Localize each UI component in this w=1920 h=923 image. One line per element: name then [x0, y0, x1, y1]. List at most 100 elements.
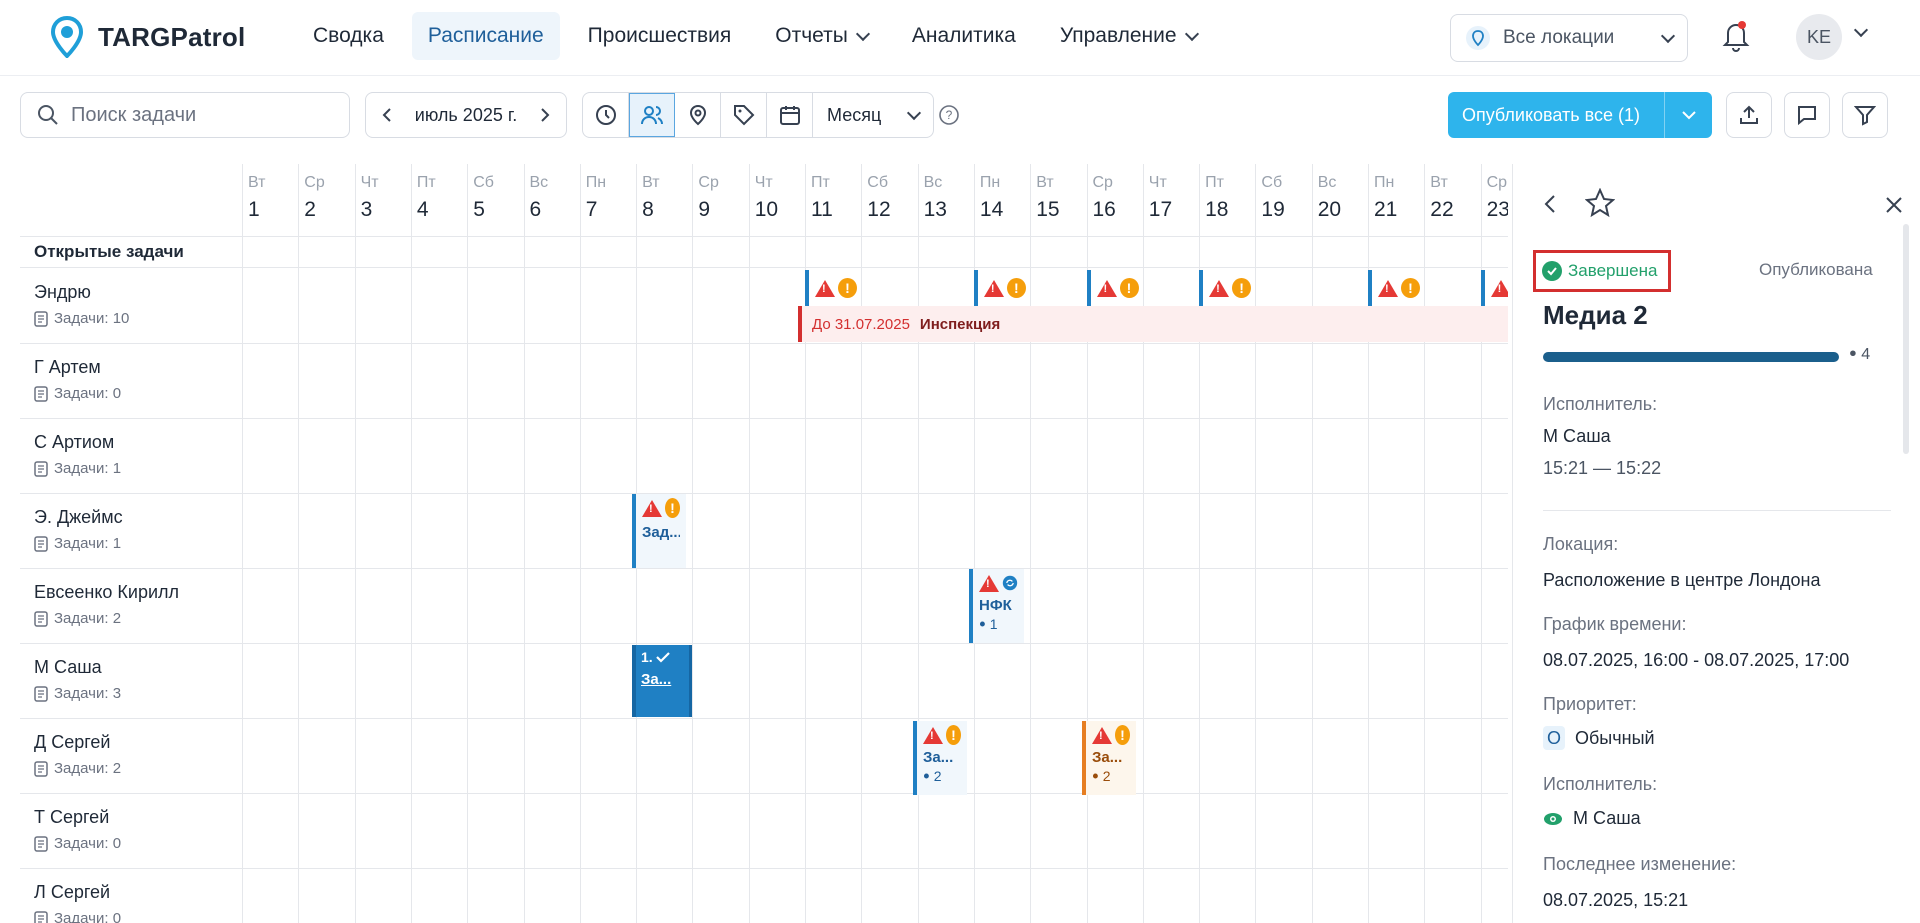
day-column-header: Вс 20 [1312, 164, 1368, 236]
event-marker[interactable]: ! [1480, 270, 1508, 306]
day-number: 13 [923, 198, 947, 221]
location-value: Расположение в центре Лондона [1543, 570, 1821, 590]
event-marker[interactable]: ! [1086, 270, 1139, 306]
employee-name[interactable]: Эндрю [34, 282, 91, 302]
filter-button[interactable] [1842, 92, 1888, 138]
employee-name[interactable]: Т Сергей [34, 807, 110, 827]
chevron-down-icon[interactable] [1853, 22, 1869, 38]
exclamation-icon: ! [1401, 278, 1420, 298]
priority-value: Обычный [1575, 727, 1655, 748]
people-view-button[interactable] [629, 93, 675, 137]
task-title: За... [923, 749, 954, 766]
employee-name[interactable]: С Артиом [34, 432, 115, 452]
chevron-down-icon [1184, 26, 1199, 41]
chevron-down-icon [1660, 28, 1676, 43]
chevron-left-icon[interactable] [382, 108, 392, 122]
export-button[interactable] [1726, 92, 1772, 138]
warning-icon [1092, 726, 1112, 744]
month-selector[interactable]: июль 2025 г. [365, 92, 567, 138]
grid-column-line [861, 164, 863, 923]
nav-analytics[interactable]: Аналитика [896, 12, 1032, 60]
publish-menu-button[interactable] [1664, 92, 1712, 138]
publish-all-button[interactable]: Опубликовать все (1) [1448, 92, 1712, 138]
task-count: ꔷ 2 [1092, 768, 1111, 784]
warning-icon [923, 726, 943, 744]
employee-name[interactable]: М Саша [34, 657, 102, 677]
star-icon[interactable] [1585, 188, 1615, 218]
event-marker[interactable]: ! [805, 270, 857, 306]
task-count-value: 2 [1102, 768, 1111, 784]
employee-name[interactable]: Л Сергей [34, 882, 111, 902]
nav-schedule[interactable]: Расписание [411, 12, 560, 60]
employee-name[interactable]: Евсеенко Кирилл [34, 582, 180, 602]
assignee-value: М Саша [1543, 426, 1611, 446]
employee-name[interactable]: Г Артем [34, 357, 101, 377]
grid-column-line [917, 164, 919, 923]
day-column-header: Вс 13 [918, 164, 974, 236]
avatar[interactable]: KE [1796, 14, 1842, 60]
event-marker[interactable]: ! [1199, 270, 1252, 306]
priority-badge: O [1543, 726, 1565, 750]
back-icon[interactable] [1543, 194, 1557, 214]
view-mode-select[interactable]: Месяц [813, 93, 933, 137]
exclamation-icon: ! [838, 278, 857, 298]
priority-label: Приоритет: [1543, 694, 1637, 714]
day-of-week: Ср [698, 174, 719, 191]
progress-count-value: 4 [1861, 346, 1871, 363]
logo-pin-icon [50, 16, 84, 58]
comments-button[interactable] [1784, 92, 1830, 138]
task-count-text: Задачи: 3 [54, 685, 122, 702]
warning-icon [979, 574, 999, 592]
tag-view-button[interactable] [721, 93, 767, 137]
grid-column-line [1199, 164, 1201, 923]
task-card-james[interactable]: ! Зад... [632, 494, 686, 568]
nav-incidents[interactable]: Происшествия [572, 12, 748, 60]
grid-column-line [973, 164, 975, 923]
close-icon[interactable] [1885, 196, 1903, 214]
progress-bar [1543, 352, 1839, 362]
app-logo[interactable]: TARGPatrol [50, 16, 245, 58]
task-number: 1. [641, 649, 653, 665]
top-navbar: TARGPatrol Сводка Расписание Происшестви… [0, 0, 1920, 76]
toolbar: Поиск задачи июль 2025 г. Месяц ? Опубли… [0, 76, 1920, 156]
grid-column-line [242, 164, 243, 923]
exclamation-icon: ! [1232, 278, 1252, 298]
task-card-sasha[interactable]: 1. За... [632, 645, 686, 717]
chevron-right-icon[interactable] [540, 108, 550, 122]
employee-name[interactable]: Д Сергей [34, 732, 111, 752]
day-of-week: Сб [473, 174, 494, 191]
location-select[interactable]: Все локации [1450, 14, 1688, 62]
time-view-button[interactable] [583, 93, 629, 137]
task-card-sergey-16[interactable]: ! За... ꔷ 2 [1082, 721, 1136, 795]
nav-summary[interactable]: Сводка [297, 12, 400, 60]
day-of-week: Пн [979, 174, 1001, 191]
exclamation-icon: ! [1119, 278, 1139, 298]
day-of-week: Вс [529, 174, 549, 191]
notifications-button[interactable] [1722, 20, 1750, 57]
task-count: ꔷ 2 [923, 768, 942, 784]
location-view-button[interactable] [675, 93, 721, 137]
inspection-bar[interactable]: До 31.07.2025 Инспекция [798, 306, 1508, 342]
bell-icon [1722, 21, 1750, 52]
calendar-view-button[interactable] [767, 93, 813, 137]
help-icon[interactable]: ? [938, 104, 960, 126]
event-marker[interactable]: ! [1368, 270, 1420, 306]
scrollbar[interactable] [1903, 224, 1909, 454]
progress-count: ꔷ 4 [1849, 346, 1871, 363]
day-column-header: Ср 9 [692, 164, 748, 236]
event-marker[interactable]: ! [973, 270, 1026, 306]
task-count-text: Задачи: 2 [54, 610, 122, 627]
day-of-week: Вс [1317, 174, 1337, 191]
inspection-date: До 31.07.2025 [812, 315, 910, 333]
employee-name[interactable]: Э. Джеймс [34, 507, 123, 527]
nav-management[interactable]: Управление [1044, 12, 1213, 60]
task-card-sergey-13[interactable]: ! За... ꔷ 2 [913, 721, 967, 795]
day-number: 6 [529, 198, 542, 221]
document-icon [34, 535, 48, 552]
nav-incidents-label: Происшествия [587, 24, 732, 47]
task-card-kirill[interactable]: НФК ꔷ 1 [969, 569, 1024, 643]
day-of-week: Пт [811, 174, 830, 191]
nav-reports[interactable]: Отчеты [759, 12, 884, 60]
search-input[interactable]: Поиск задачи [20, 92, 350, 138]
task-icons: ! [923, 725, 961, 745]
